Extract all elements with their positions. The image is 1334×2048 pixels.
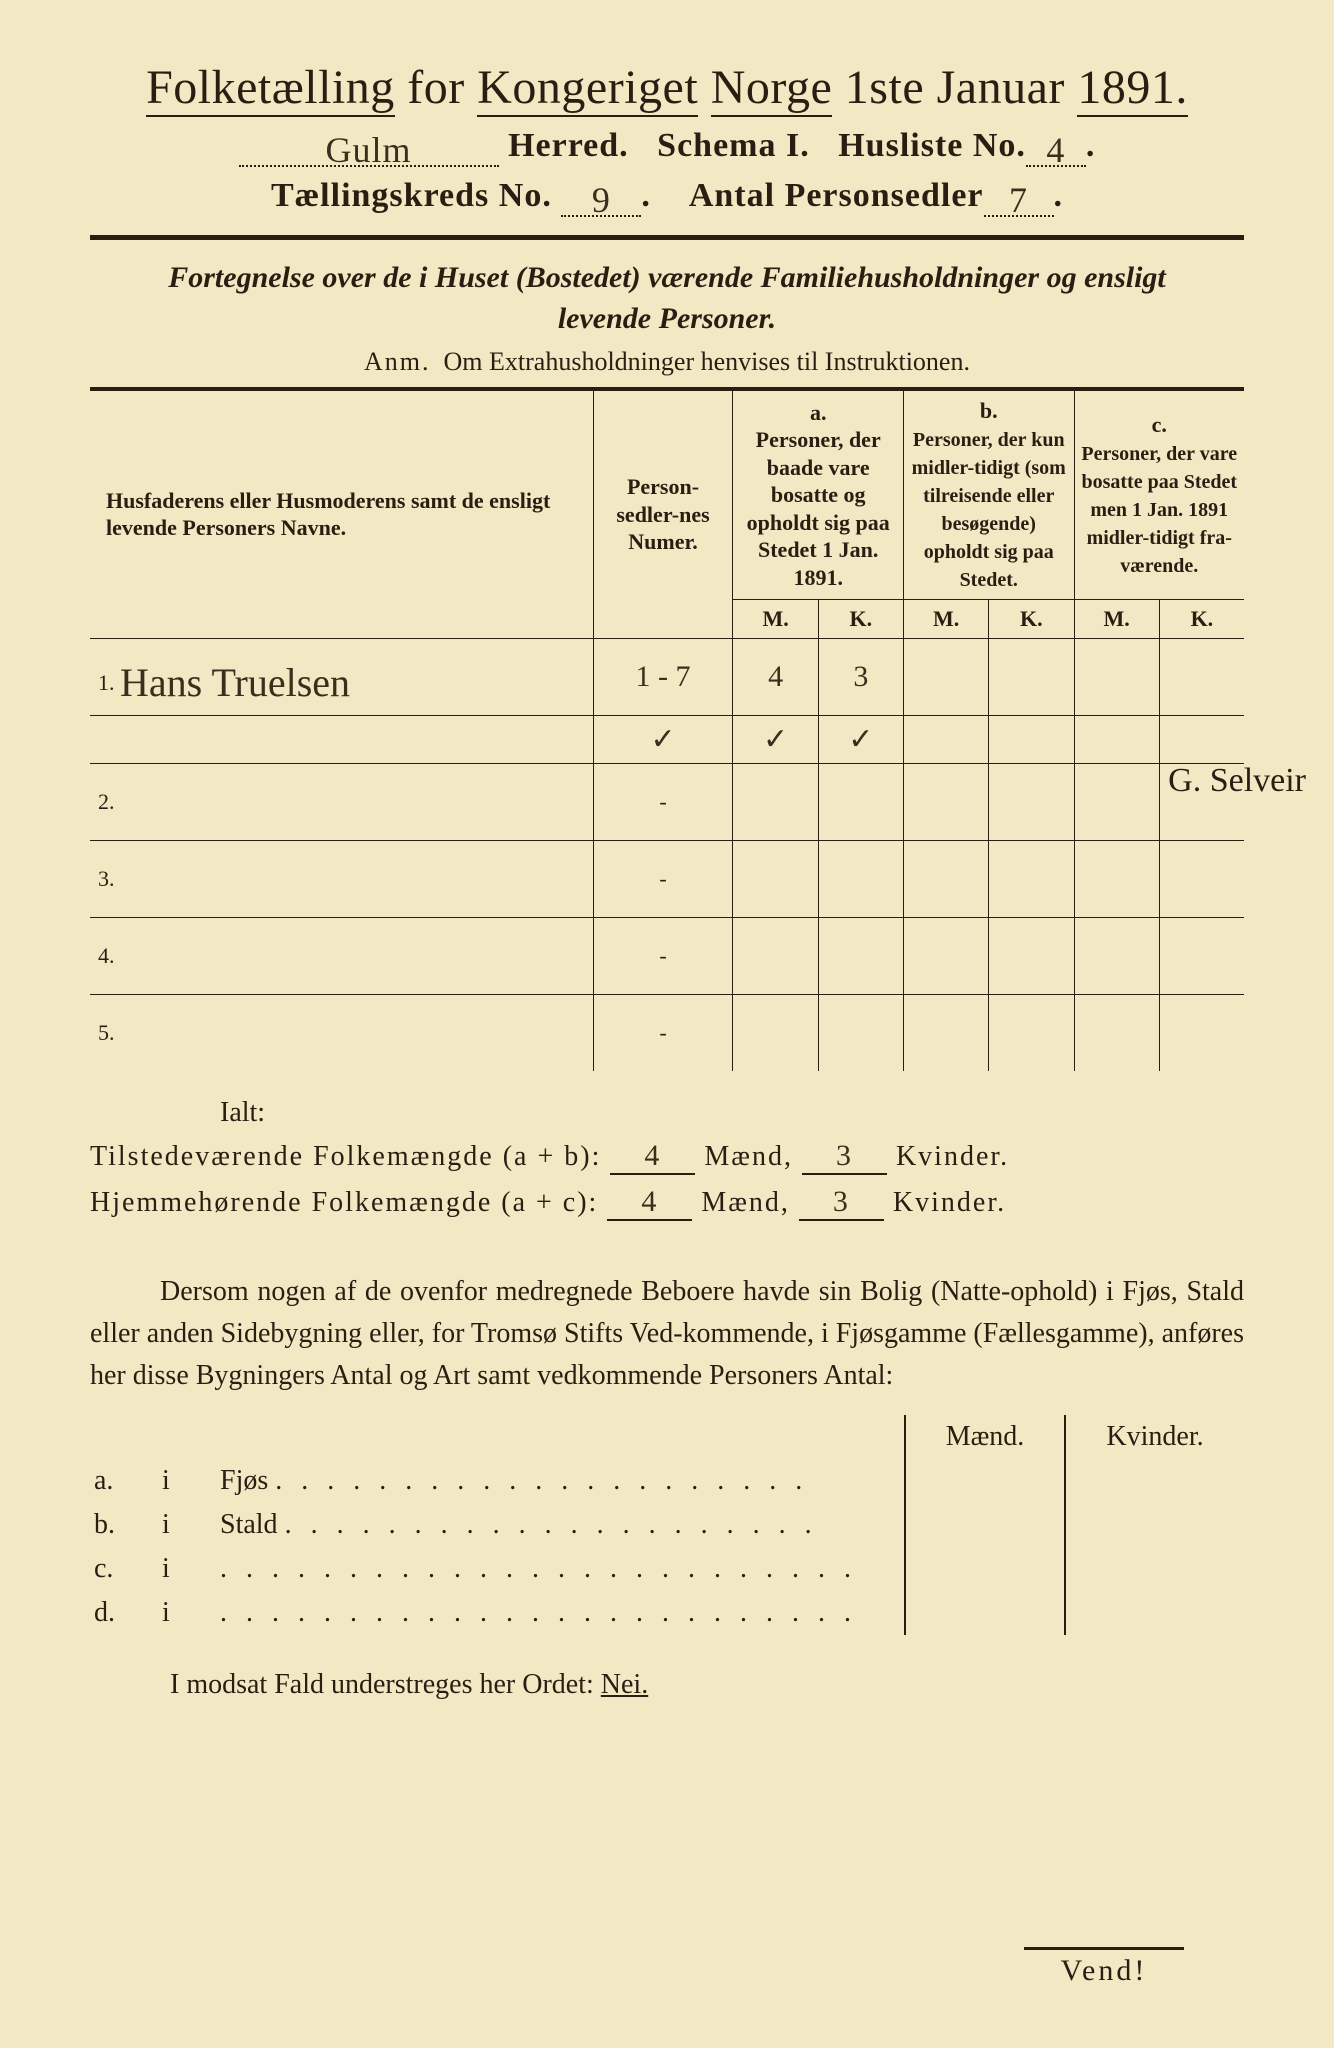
col-c-k: K. bbox=[1159, 599, 1244, 638]
vend-label: Vend! bbox=[1024, 1947, 1184, 1988]
sub-row: a. i Fjøs . . . . . . . . . . . . . . . … bbox=[90, 1459, 1244, 1503]
header-line-2: Gulm Herred. Schema I. Husliste No.4. bbox=[90, 123, 1244, 167]
kreds-label: Tællingskreds No. bbox=[271, 177, 552, 214]
herred-value: Gulm bbox=[326, 130, 412, 170]
col-a-k: K. bbox=[818, 599, 903, 638]
sub-row: b. i Stald . . . . . . . . . . . . . . .… bbox=[90, 1503, 1244, 1547]
margin-note: G. Selveir bbox=[1168, 762, 1306, 800]
col-c-m: M. bbox=[1074, 599, 1159, 638]
col-a-header: a. Personer, der baade vare bosatte og o… bbox=[733, 389, 904, 599]
sub-head-m: Mænd. bbox=[905, 1415, 1065, 1459]
table-row: 2. - bbox=[90, 763, 1244, 840]
main-table: Husfaderens eller Husmoderens samt de en… bbox=[90, 387, 1244, 1071]
col-b-header: b. Personer, der kun midler-tidigt (som … bbox=[903, 389, 1074, 599]
col-numer-header: Person-sedler-nes Numer. bbox=[593, 389, 733, 638]
col-names-header: Husfaderens eller Husmoderens samt de en… bbox=[90, 389, 593, 638]
table-row: 4. - bbox=[90, 917, 1244, 994]
row1-name: Hans Truelsen bbox=[120, 660, 350, 705]
table-row: 5. - bbox=[90, 994, 1244, 1071]
main-title: Folketælling for Kongeriget Norge 1ste J… bbox=[90, 60, 1244, 115]
totals-line-2: Hjemmehørende Folkemængde (a + c): 4 Mæn… bbox=[90, 1185, 1244, 1221]
col-c-header: c. Personer, der vare bosatte paa Stedet… bbox=[1074, 389, 1244, 599]
table-row: 1. Hans Truelsen 1 - 7 4 3 bbox=[90, 638, 1244, 715]
paragraph: Dersom nogen af de ovenfor medregnede Be… bbox=[90, 1271, 1244, 1397]
ialt-label: Ialt: bbox=[220, 1097, 1244, 1129]
col-b-k: K. bbox=[989, 599, 1074, 638]
table-row-check: ✓ ✓ ✓ bbox=[90, 715, 1244, 763]
sub-table: Mænd. Kvinder. a. i Fjøs . . . . . . . .… bbox=[90, 1415, 1244, 1635]
sub-row: d. i . . . . . . . . . . . . . . . . . .… bbox=[90, 1591, 1244, 1635]
husliste-label: Husliste No. bbox=[838, 127, 1026, 164]
sub-head-k: Kvinder. bbox=[1065, 1415, 1244, 1459]
herred-label: Herred. bbox=[508, 127, 629, 164]
husliste-value: 4 bbox=[1046, 130, 1065, 170]
rule-1 bbox=[90, 235, 1244, 240]
table-row: 3. - bbox=[90, 840, 1244, 917]
totals-line-1: Tilstedeværende Folkemængde (a + b): 4 M… bbox=[90, 1139, 1244, 1175]
kreds-value: 9 bbox=[592, 180, 611, 220]
modsat-line: I modsat Fald understreges her Ordet: Ne… bbox=[170, 1669, 1244, 1701]
subtitle: Fortegnelse over de i Huset (Bostedet) v… bbox=[130, 258, 1204, 339]
schema-label: Schema I. bbox=[657, 127, 810, 164]
annotation-line: Anm. Om Extrahusholdninger henvises til … bbox=[90, 347, 1244, 377]
col-b-m: M. bbox=[903, 599, 988, 638]
antal-label: Antal Personsedler bbox=[689, 177, 984, 214]
col-a-m: M. bbox=[733, 599, 818, 638]
header-line-3: Tællingskreds No. 9. Antal Personsedler7… bbox=[90, 173, 1244, 217]
sub-row: c. i . . . . . . . . . . . . . . . . . .… bbox=[90, 1547, 1244, 1591]
antal-value: 7 bbox=[1009, 180, 1028, 220]
census-form-page: Folketælling for Kongeriget Norge 1ste J… bbox=[0, 0, 1334, 2048]
